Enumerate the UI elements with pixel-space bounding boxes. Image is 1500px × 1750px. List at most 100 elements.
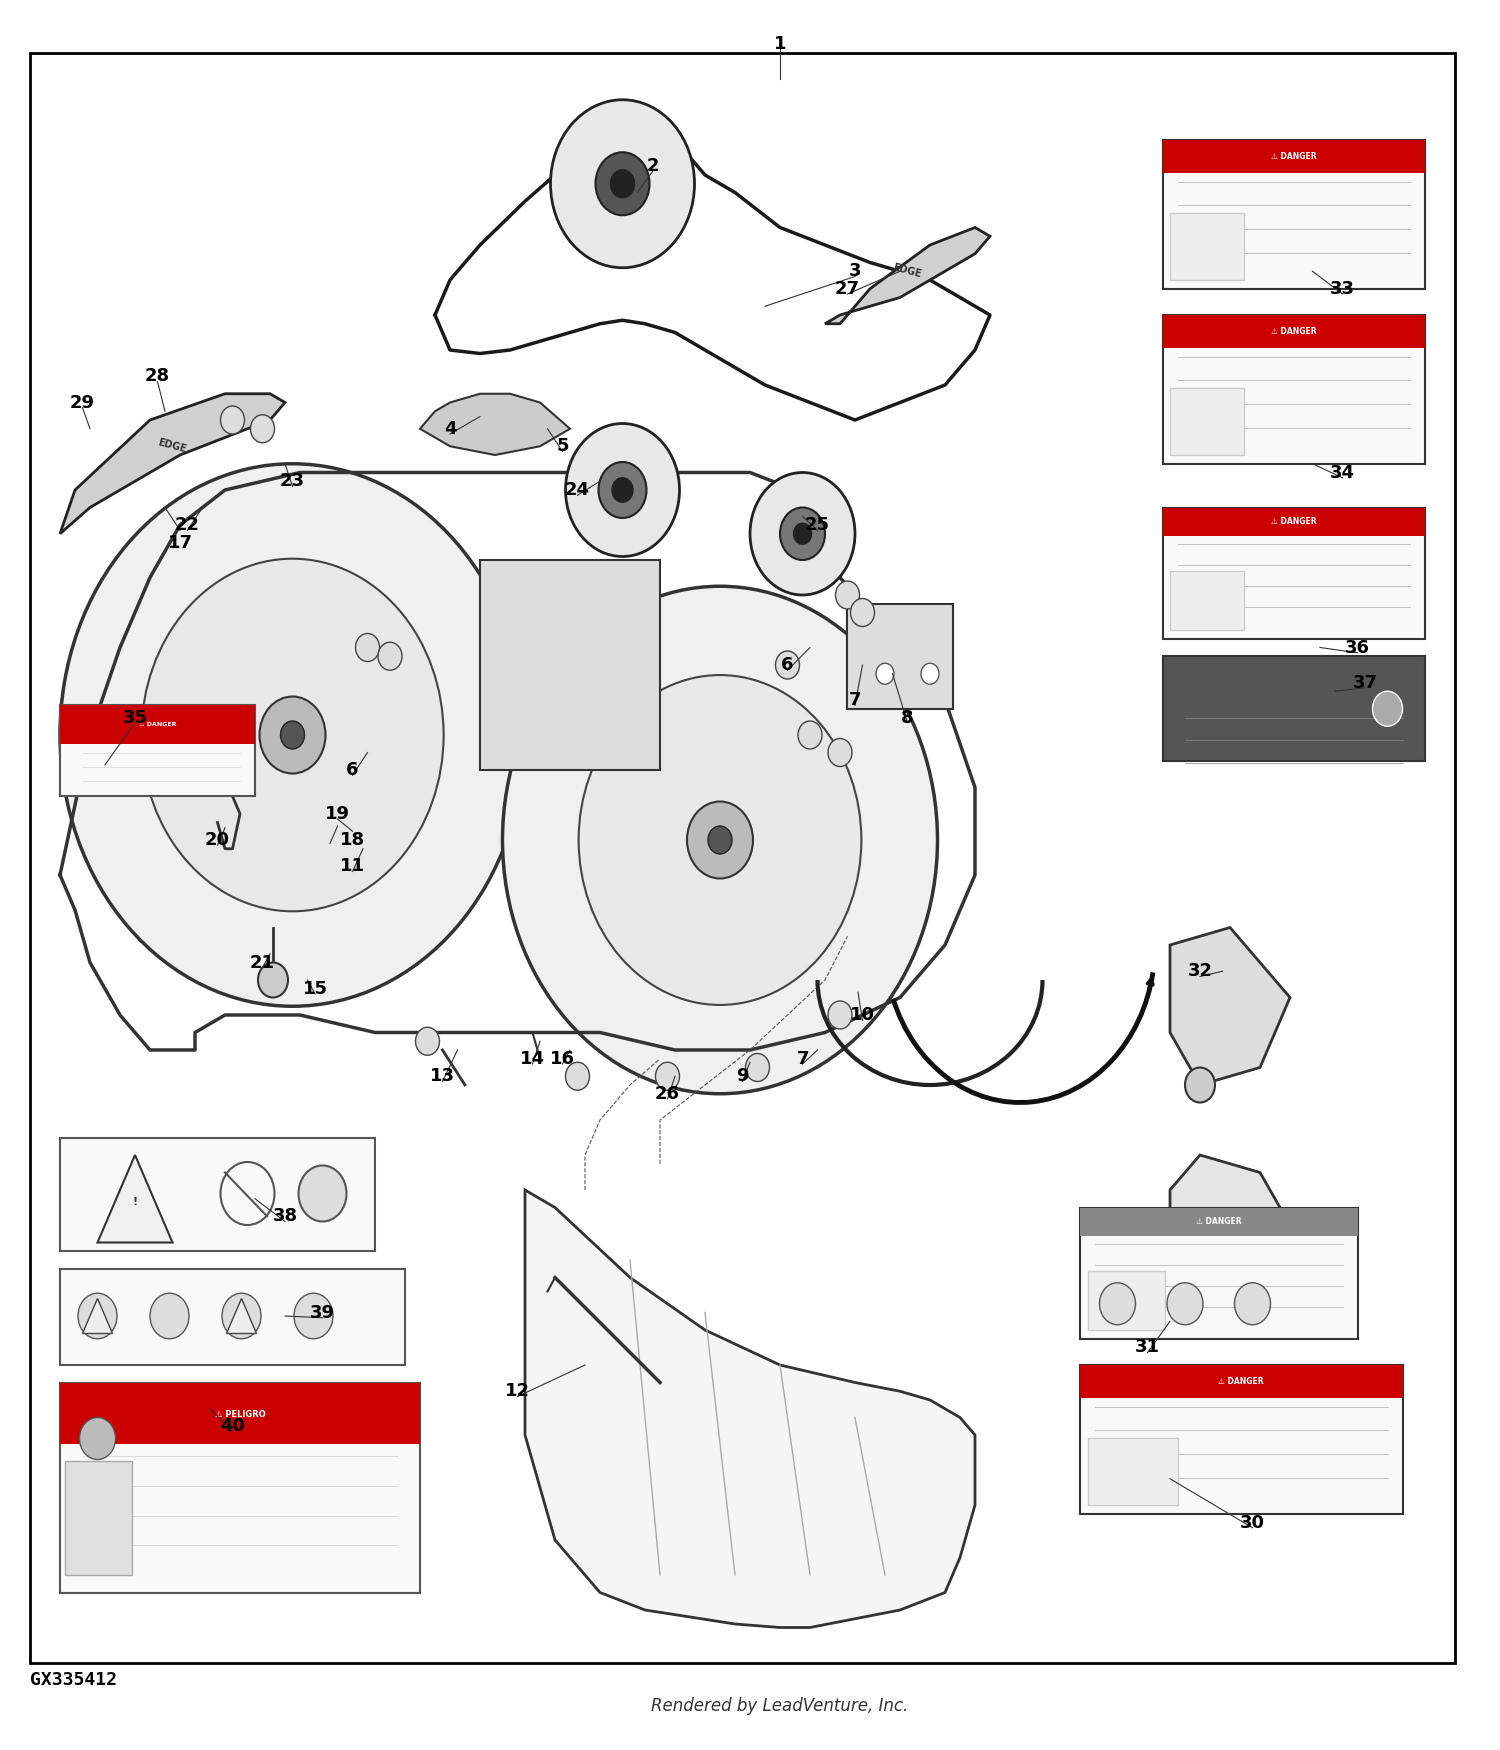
Circle shape	[1372, 691, 1402, 726]
Bar	[1080, 1208, 1358, 1236]
FancyBboxPatch shape	[1162, 140, 1425, 289]
Circle shape	[222, 1293, 261, 1339]
Bar	[1170, 388, 1244, 455]
Circle shape	[610, 170, 634, 198]
Circle shape	[220, 406, 245, 434]
Text: EDGE: EDGE	[892, 262, 922, 280]
FancyBboxPatch shape	[1080, 1365, 1402, 1514]
Text: 2: 2	[646, 158, 658, 175]
Text: 8: 8	[902, 709, 914, 726]
Bar	[1170, 214, 1244, 280]
Text: 27: 27	[836, 280, 860, 298]
Text: 12: 12	[506, 1382, 530, 1400]
FancyBboxPatch shape	[1080, 1208, 1358, 1339]
Circle shape	[298, 1166, 346, 1221]
Text: 26: 26	[656, 1085, 680, 1102]
Text: 5: 5	[556, 438, 568, 455]
Circle shape	[656, 1062, 680, 1090]
Bar	[847, 604, 952, 709]
FancyBboxPatch shape	[1162, 507, 1425, 639]
Text: 24: 24	[566, 481, 590, 499]
Text: 28: 28	[146, 368, 170, 385]
Bar	[60, 705, 255, 744]
Bar	[60, 1269, 405, 1365]
Bar	[1162, 656, 1425, 761]
Circle shape	[416, 1027, 440, 1055]
Circle shape	[1185, 1068, 1215, 1102]
Circle shape	[780, 507, 825, 560]
Circle shape	[687, 802, 753, 878]
Circle shape	[612, 478, 633, 502]
Circle shape	[598, 462, 646, 518]
Circle shape	[1100, 1283, 1136, 1325]
Circle shape	[141, 558, 444, 912]
Text: 1: 1	[774, 35, 786, 52]
Text: Rendered by LeadVenture, Inc.: Rendered by LeadVenture, Inc.	[651, 1698, 909, 1715]
Text: 34: 34	[1330, 464, 1354, 481]
Circle shape	[78, 1293, 117, 1339]
Circle shape	[1234, 1283, 1270, 1325]
Text: GX335412: GX335412	[30, 1671, 117, 1689]
Text: 31: 31	[1136, 1339, 1160, 1356]
Circle shape	[850, 598, 874, 626]
FancyBboxPatch shape	[1162, 315, 1425, 464]
Text: ⚠ DANGER: ⚠ DANGER	[1270, 327, 1317, 336]
Text: 13: 13	[430, 1068, 454, 1085]
Text: ⚠ DANGER: ⚠ DANGER	[1218, 1377, 1264, 1386]
Text: ⚠ DANGER: ⚠ DANGER	[1270, 152, 1317, 161]
Text: 23: 23	[280, 473, 304, 490]
Circle shape	[828, 738, 852, 766]
Text: !: !	[132, 1197, 138, 1207]
Text: 19: 19	[326, 805, 350, 822]
Circle shape	[150, 1293, 189, 1339]
Circle shape	[258, 963, 288, 998]
Text: 21: 21	[251, 954, 274, 971]
Text: ⚠ PELIGRO: ⚠ PELIGRO	[214, 1409, 266, 1419]
Text: 40: 40	[220, 1418, 245, 1435]
Circle shape	[566, 1062, 590, 1090]
Circle shape	[708, 826, 732, 854]
Text: 9: 9	[736, 1068, 748, 1085]
Circle shape	[280, 721, 304, 749]
Circle shape	[579, 676, 861, 1004]
Text: 11: 11	[340, 858, 364, 875]
Circle shape	[550, 100, 694, 268]
Polygon shape	[825, 228, 990, 324]
Text: 18: 18	[340, 831, 364, 849]
Circle shape	[776, 651, 800, 679]
Circle shape	[596, 152, 650, 215]
Circle shape	[60, 464, 525, 1006]
Circle shape	[80, 1418, 116, 1459]
Text: 33: 33	[1330, 280, 1354, 298]
Bar	[60, 1382, 420, 1592]
Bar	[64, 1461, 132, 1575]
Circle shape	[836, 581, 860, 609]
Polygon shape	[60, 394, 285, 534]
Bar	[1162, 140, 1425, 173]
Circle shape	[798, 721, 822, 749]
Text: 10: 10	[850, 1006, 874, 1024]
Text: EDGE: EDGE	[158, 438, 188, 455]
Text: 16: 16	[550, 1050, 574, 1068]
Text: 7: 7	[849, 691, 861, 709]
Polygon shape	[1170, 1155, 1290, 1295]
Text: 25: 25	[806, 516, 830, 534]
Circle shape	[1167, 1283, 1203, 1325]
Polygon shape	[226, 1298, 256, 1334]
Text: 17: 17	[168, 534, 192, 551]
Text: 20: 20	[206, 831, 230, 849]
Text: ⚠ DANGER: ⚠ DANGER	[1270, 128, 1316, 138]
Bar	[60, 1382, 420, 1444]
Circle shape	[750, 473, 855, 595]
Text: 7: 7	[796, 1050, 808, 1068]
Circle shape	[260, 696, 326, 774]
Bar	[1170, 570, 1244, 630]
Text: 14: 14	[520, 1050, 544, 1068]
Circle shape	[746, 1054, 770, 1082]
Circle shape	[794, 523, 812, 544]
Text: 29: 29	[70, 394, 94, 411]
Polygon shape	[420, 394, 570, 455]
Circle shape	[251, 415, 274, 443]
Polygon shape	[98, 1155, 172, 1242]
Bar	[60, 1138, 375, 1251]
